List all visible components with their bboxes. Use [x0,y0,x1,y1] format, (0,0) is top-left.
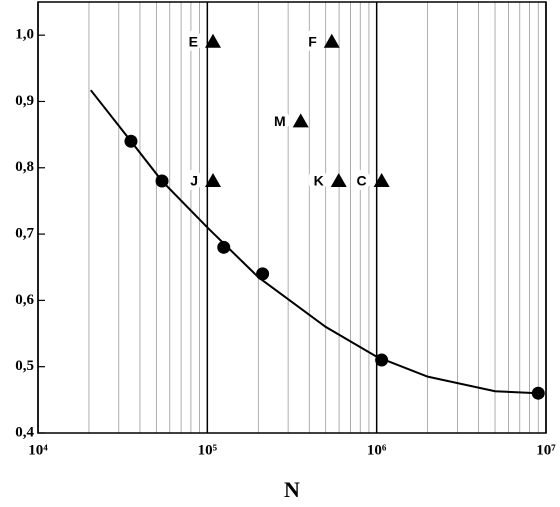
y-tick-label: 0,7 [15,226,34,242]
point-label: C [357,173,367,189]
point-label-bg [182,170,201,191]
y-tick-label: 0,4 [15,424,34,440]
y-tick-label: 0,6 [15,292,34,308]
point-label: F [308,33,317,49]
point-label: E [189,33,198,49]
x-tick-label: 10⁷ [536,442,556,458]
point-label: K [314,173,324,189]
point-label-bg [301,30,320,51]
point-label: M [274,113,286,129]
data-point [256,267,270,281]
point-label-bg [351,170,370,191]
y-tick-label: 0,9 [15,93,34,109]
y-tick-label: 1,0 [15,27,34,43]
triangle-point [204,33,221,48]
point-label-bg [270,110,289,131]
triangle-point [330,173,347,188]
fit-curve [90,89,539,395]
x-axis-label: N [284,477,300,502]
triangle-point [204,173,221,188]
point-label: J [190,173,198,189]
x-tick-label: 10⁴ [28,442,48,458]
plot-frame [37,1,547,434]
triangle-point [373,173,390,188]
point-label-bg [182,30,201,51]
data-point [217,240,231,254]
triangle-point [292,113,309,128]
triangle-point [323,33,340,48]
x-tick-label: 10⁶ [367,442,387,458]
point-label-bg [308,170,327,191]
x-tick-label: 10⁵ [198,442,218,458]
y-tick-label: 0,8 [15,159,34,175]
y-tick-label: 0,5 [15,358,34,374]
